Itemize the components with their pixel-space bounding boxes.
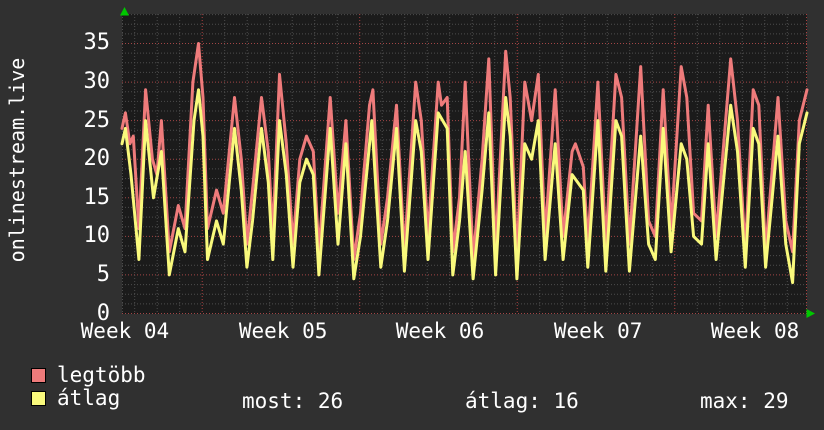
legend-label-legtobb: legtöbb xyxy=(57,363,146,387)
x-week-label: Week 05 xyxy=(238,319,328,343)
y-axis-arrow-icon xyxy=(120,7,129,16)
y-tick-label: 10 xyxy=(83,223,111,249)
x-axis-arrow-icon xyxy=(806,309,815,318)
legend-swatch-atlag xyxy=(31,391,46,406)
y-tick-label: 5 xyxy=(96,261,110,287)
series-line-atlag xyxy=(120,88,809,285)
x-week-label: Week 08 xyxy=(710,319,800,343)
stat-max: max: 29 xyxy=(700,389,789,413)
y-tick-label: 0 xyxy=(96,300,110,326)
y-tick-label: 30 xyxy=(83,69,111,95)
stat-most: most: 26 xyxy=(242,389,344,413)
y-tick-label: 35 xyxy=(83,30,111,56)
x-week-label: Week 07 xyxy=(553,319,643,343)
x-week-label: Week 04 xyxy=(80,319,170,343)
y-tick-label: 15 xyxy=(83,184,111,210)
y-tick-label: 20 xyxy=(83,146,111,172)
stat-atlag: átlag: 16 xyxy=(465,389,579,413)
y-tick-label: 25 xyxy=(83,107,111,133)
legend-swatch-legtobb xyxy=(31,368,46,383)
x-week-label: Week 06 xyxy=(395,319,485,343)
series-line-legtobb xyxy=(120,42,809,261)
legend-label-atlag: átlag xyxy=(57,386,121,410)
